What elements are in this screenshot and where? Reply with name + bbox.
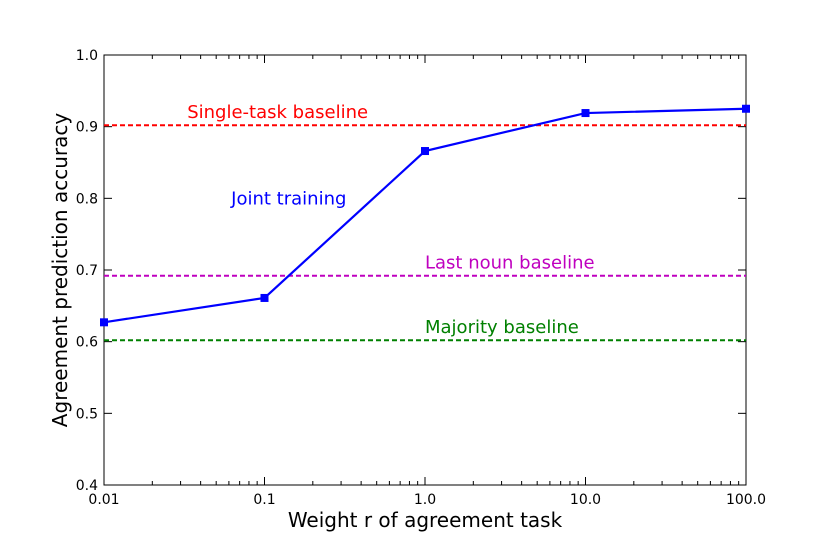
x-tick-label: 100.0 bbox=[726, 492, 766, 508]
series-label: Joint training bbox=[230, 188, 346, 209]
x-tick-label: 0.1 bbox=[253, 492, 275, 508]
y-tick-label: 1.0 bbox=[76, 48, 98, 64]
y-tick-label: 0.4 bbox=[76, 478, 98, 494]
series-lines: Joint training bbox=[100, 104, 750, 327]
x-tick-label: 10.0 bbox=[570, 492, 601, 508]
x-axis-ticks: 0.01 0.1 1.0 10.0 100.0 bbox=[88, 55, 766, 508]
data-point bbox=[260, 293, 269, 302]
y-tick-label: 0.8 bbox=[76, 191, 98, 207]
baseline-label: Majority baseline bbox=[425, 317, 579, 338]
y-tick-label: 0.7 bbox=[76, 263, 98, 279]
data-point bbox=[581, 109, 590, 118]
baseline-lines: Single-task baseline Last noun baseline Ma… bbox=[104, 102, 746, 342]
x-axis-label: Weight r of agreement task bbox=[288, 508, 563, 532]
x-tick-label: 1.0 bbox=[414, 492, 436, 508]
baseline-label: Last noun baseline bbox=[425, 253, 595, 274]
y-tick-label: 0.6 bbox=[76, 335, 98, 351]
x-tick-label: 0.01 bbox=[88, 492, 119, 508]
y-axis-ticks: 0.4 0.5 0.6 0.7 0.8 0.9 1.0 bbox=[76, 48, 746, 494]
data-point bbox=[742, 104, 750, 113]
y-tick-label: 0.5 bbox=[76, 406, 98, 422]
series-line bbox=[103, 107, 747, 324]
data-point bbox=[421, 147, 429, 156]
y-axis-label: Agreement prediction accuracy bbox=[48, 113, 72, 428]
baseline-label: Single-task baseline bbox=[187, 102, 368, 123]
data-point bbox=[100, 318, 108, 327]
y-tick-label: 0.9 bbox=[76, 120, 98, 136]
